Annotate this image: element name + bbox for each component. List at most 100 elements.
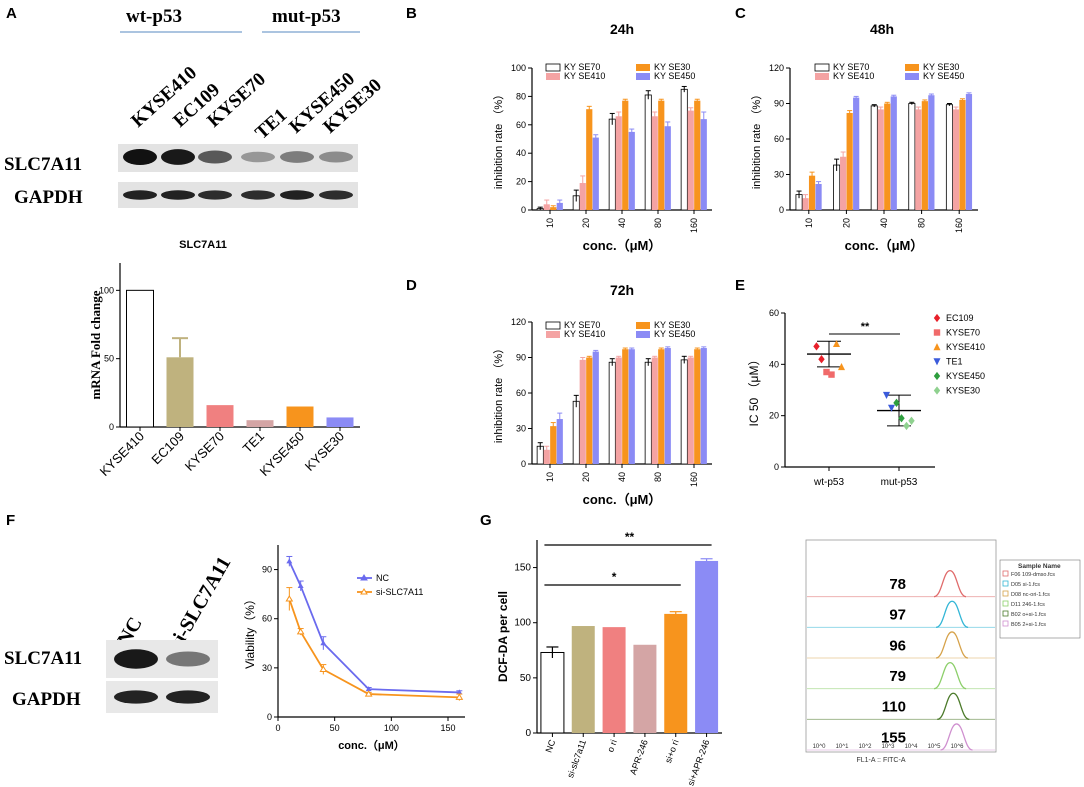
x-tick-label: 40 [617,472,627,482]
panel-label-d: D [406,277,417,294]
legend-swatch [546,73,560,80]
data-point [898,414,905,423]
inhibition-48h-chart: 48h 0 30 60 90 120 inhibition rate （%） conc.（μM… [750,21,978,253]
bar [633,644,657,733]
legend-marker [933,313,941,323]
bar [550,426,557,464]
bar [959,99,966,210]
x-tick-label: KYSE30 [302,429,347,474]
ic50-scatter-chart: 0 20 40 60 IC 50 （μM） wt-p53 mut-p53 ** EC109 KYS… [747,308,985,488]
western-blot-gapdh-membrane [118,182,358,208]
bar [815,183,822,210]
bar [694,349,701,464]
legend-swatch [545,321,561,330]
bar [833,164,841,211]
y-tick-label: 90 [262,565,272,575]
x-tick-label: 20 [581,218,591,228]
y-tick-label: 100 [514,618,531,629]
y-tick-label: 90 [774,99,784,109]
data-point [320,640,327,646]
legend-swatch [814,63,830,72]
data-point [887,404,896,412]
inhibition-24h-chart: 24h 0 20 40 60 80 100 inhibition rate （%） conc.（… [492,21,712,253]
y-axis-label: Viability（%） [243,593,257,669]
bar [695,560,719,733]
blot-band-gapdh [123,190,157,200]
legend-swatch [1002,620,1009,627]
bar [628,131,635,210]
blot-band-slc7a11 [241,151,275,163]
blot-band-gapdh [198,190,232,200]
legend-label: D05 si-1.fcs [1011,582,1040,588]
y-tick-label: 30 [774,170,784,180]
y-tick-label: 60 [516,120,526,130]
bar [556,419,563,464]
legend-label: KY SE410 [564,329,605,339]
blot-band-gapdh [166,690,210,704]
y-tick-label: 30 [516,424,526,434]
legend-label: KYSE70 [946,328,980,338]
histogram-frame [805,539,997,753]
bar [586,109,593,210]
legend-label: D11 246-1.fcs [1011,602,1045,608]
significance-marker: ** [861,321,870,333]
blot-band-gapdh [280,190,314,200]
legend-swatch [636,64,650,71]
significance-marker: * [612,570,617,584]
bar [952,109,960,210]
bar [687,110,694,210]
x-tick-label: KYSE450 [257,429,307,479]
y-tick-label: 20 [516,177,526,187]
bar [592,351,599,464]
blot-band-gapdh [241,190,275,200]
mean-fluorescence-value: 79 [889,668,906,685]
bar [915,109,922,210]
y-tick-label: 60 [774,134,784,144]
panel-c: C 48h 0 30 60 90 120 inhibition rate （%） conc.（… [735,5,978,253]
legend-marker [360,574,368,581]
x-tick-label: 10^5 [928,744,941,750]
bar [556,202,563,210]
x-tick-label: 10 [545,218,555,228]
x-tick-label: NC [543,738,557,754]
bar [870,105,878,211]
legend-label: KY SE70 [564,320,600,330]
x-tick-label: 160 [954,218,964,233]
legend-label: KYSE30 [946,386,980,396]
bar [694,100,701,210]
chart-title: 48h [870,21,894,37]
y-tick-label: 40 [769,359,779,369]
x-tick-label: APR-246 [628,738,650,776]
bar [166,357,194,427]
bar [286,406,314,427]
y-tick-label: 0 [525,728,531,739]
blot-band-slc7a11 [280,151,314,163]
data-point [893,398,900,407]
legend-label: TE1 [946,357,963,367]
significance-marker: ** [625,530,635,544]
data-point [296,627,305,635]
blot-f-bands [114,649,210,704]
mrna-chart-title: SLC7A11 [179,239,227,251]
bar [572,400,580,465]
legend-label: F06 109-dmso.fcs [1011,572,1055,578]
data-point [828,371,835,378]
data-point [837,363,846,371]
histogram-curve [935,631,969,659]
y-tick-label: 60 [262,614,272,624]
histogram-curve [933,661,967,690]
flow-cytometry-histogram: 78 97 96 79 110 155 10^0 10^1 10^2 10^3 10^4 10^5 10… [805,539,1081,764]
blot-a-lane-labels: KYSE410 EC109 KYSE70 TE1 KYSE450 KYSE30 [127,62,386,143]
legend-swatch [1002,590,1009,597]
bar [246,420,274,427]
bar [921,101,928,210]
legend-swatch [1002,610,1009,617]
x-axis-label: conc.（μM） [583,238,662,253]
bar [884,103,891,210]
viability-line-chart: 0 30 60 90 0 50 100 150 Viability（%） conc.（μM） NC s… [243,545,465,752]
x-tick-label: 50 [330,723,340,733]
wt-p53-header: wt-p53 [126,6,182,27]
bar [622,100,629,210]
y-tick-label: 100 [99,285,114,295]
